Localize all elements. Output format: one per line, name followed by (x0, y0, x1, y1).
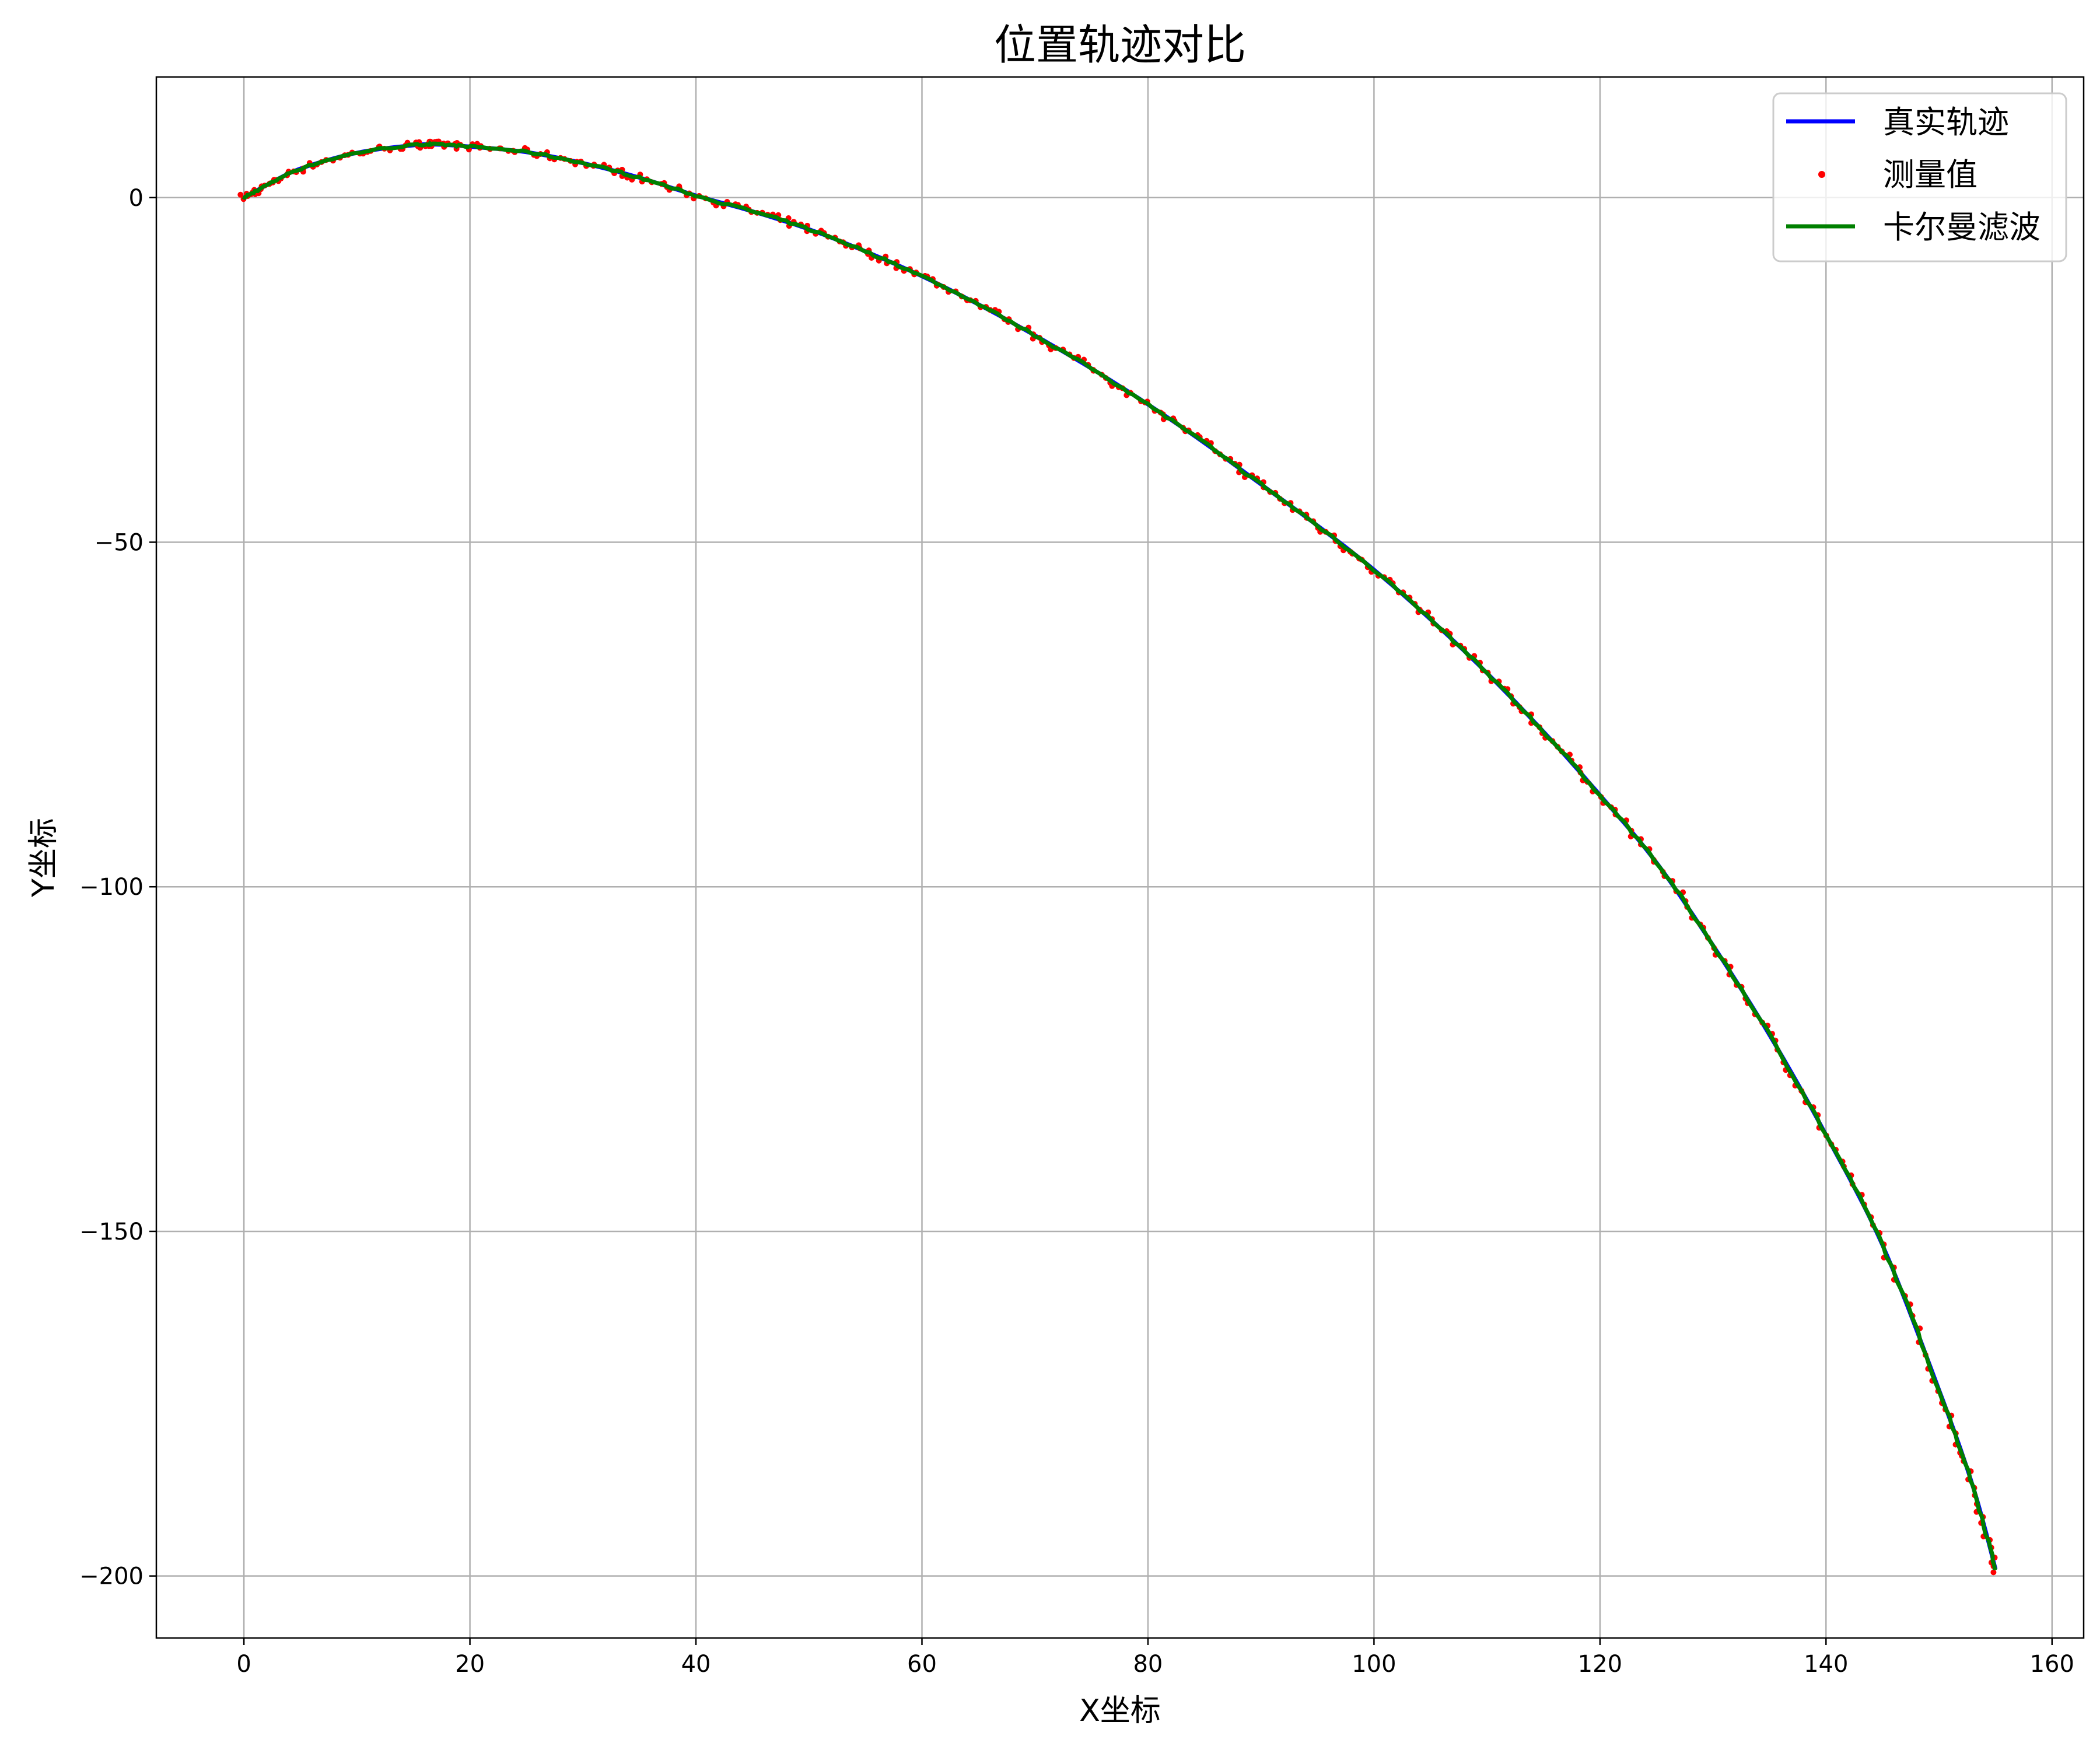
chart-title: 位置轨迹对比 (994, 20, 1246, 69)
axes-frame (155, 76, 2085, 1639)
measurement-point (1990, 1569, 1997, 1576)
x-tick-label: 120 (1578, 1651, 1622, 1678)
x-axis-label: X坐标 (1079, 1693, 1161, 1728)
grid (156, 77, 2084, 1638)
legend-label-true: 真实轨迹 (1883, 104, 2009, 141)
y-tick-label: −50 (94, 529, 144, 556)
x-tick-label: 160 (2030, 1651, 2074, 1678)
y-axis-ticks: 0 −50 −100 −150 −200 (79, 185, 156, 1590)
x-tick-label: 140 (1804, 1651, 1848, 1678)
plot-area (237, 138, 1998, 1576)
legend-label-measured: 测量值 (1883, 156, 1978, 193)
y-tick-label: 0 (129, 185, 144, 212)
y-tick-label: −100 (79, 874, 144, 901)
x-tick-label: 60 (907, 1651, 937, 1678)
y-tick-label: −200 (79, 1563, 144, 1590)
kalman-filter-line (242, 140, 1997, 1571)
x-tick-label: 80 (1133, 1651, 1163, 1678)
legend: 真实轨迹 测量值 卡尔曼滤波 (1772, 92, 2067, 262)
legend-box (1772, 92, 2067, 262)
x-tick-label: 100 (1352, 1651, 1396, 1678)
y-axis-label: Y坐标 (26, 818, 61, 898)
legend-label-kalman: 卡尔曼滤波 (1883, 209, 2041, 246)
x-tick-label: 40 (681, 1651, 711, 1678)
measurement-point (237, 191, 244, 198)
x-tick-label: 0 (236, 1651, 251, 1678)
legend-marker-measured (1818, 171, 1825, 178)
x-axis-ticks: 0 20 40 60 80 100 120 140 160 (236, 1638, 2074, 1678)
x-tick-label: 20 (455, 1651, 485, 1678)
y-tick-label: −150 (79, 1219, 144, 1245)
